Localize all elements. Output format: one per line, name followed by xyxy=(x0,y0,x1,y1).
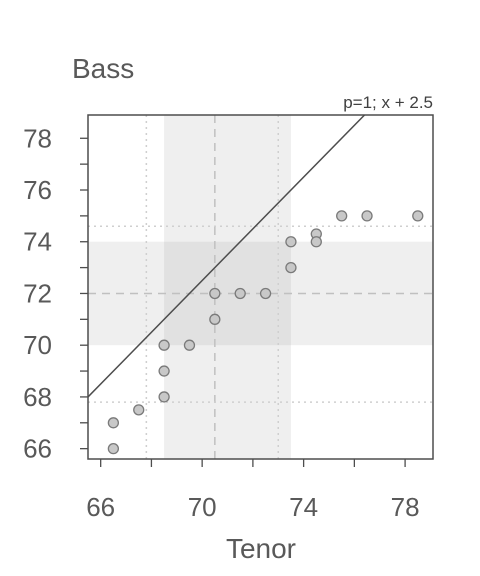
data-point xyxy=(412,210,424,222)
y-tick-label: 68 xyxy=(23,382,52,412)
data-point xyxy=(234,287,246,300)
y-tick-label: 72 xyxy=(23,278,52,308)
data-point xyxy=(209,287,221,300)
data-point xyxy=(259,287,272,300)
y-tick-label: 74 xyxy=(23,227,52,257)
data-point xyxy=(158,365,170,377)
data-point xyxy=(310,236,322,248)
y-tick-label: 66 xyxy=(23,434,52,464)
data-point xyxy=(158,339,170,351)
y-tick-label: 70 xyxy=(23,330,52,360)
plot-frame xyxy=(87,114,434,460)
reference-line-annotation: p=1; x + 2.5 xyxy=(343,93,433,112)
tick-labels-layer: 66 70 74 78 66 68 70 72 74 76 78 xyxy=(23,123,419,522)
data-point xyxy=(158,391,170,403)
y-axis-label: Bass xyxy=(72,53,134,84)
data-point xyxy=(285,261,297,274)
data-point xyxy=(209,313,221,325)
reference-line xyxy=(87,114,366,398)
data-point xyxy=(183,339,196,351)
x-tick-label: 78 xyxy=(391,492,420,522)
data-point xyxy=(133,404,145,416)
x-tick-label: 66 xyxy=(86,492,115,522)
points-layer xyxy=(107,210,424,455)
reference-line-layer xyxy=(87,114,366,398)
data-point xyxy=(107,443,120,455)
data-point xyxy=(107,417,120,429)
data-point xyxy=(336,210,348,222)
y-tick-label: 76 xyxy=(23,175,52,205)
x-axis-label: Tenor xyxy=(226,533,296,564)
data-point xyxy=(361,210,373,222)
x-tick-label: 74 xyxy=(289,492,318,522)
data-point xyxy=(285,236,297,248)
x-tick-label: 70 xyxy=(188,492,217,522)
y-tick-label: 78 xyxy=(23,123,52,153)
ticks-layer xyxy=(80,137,406,467)
